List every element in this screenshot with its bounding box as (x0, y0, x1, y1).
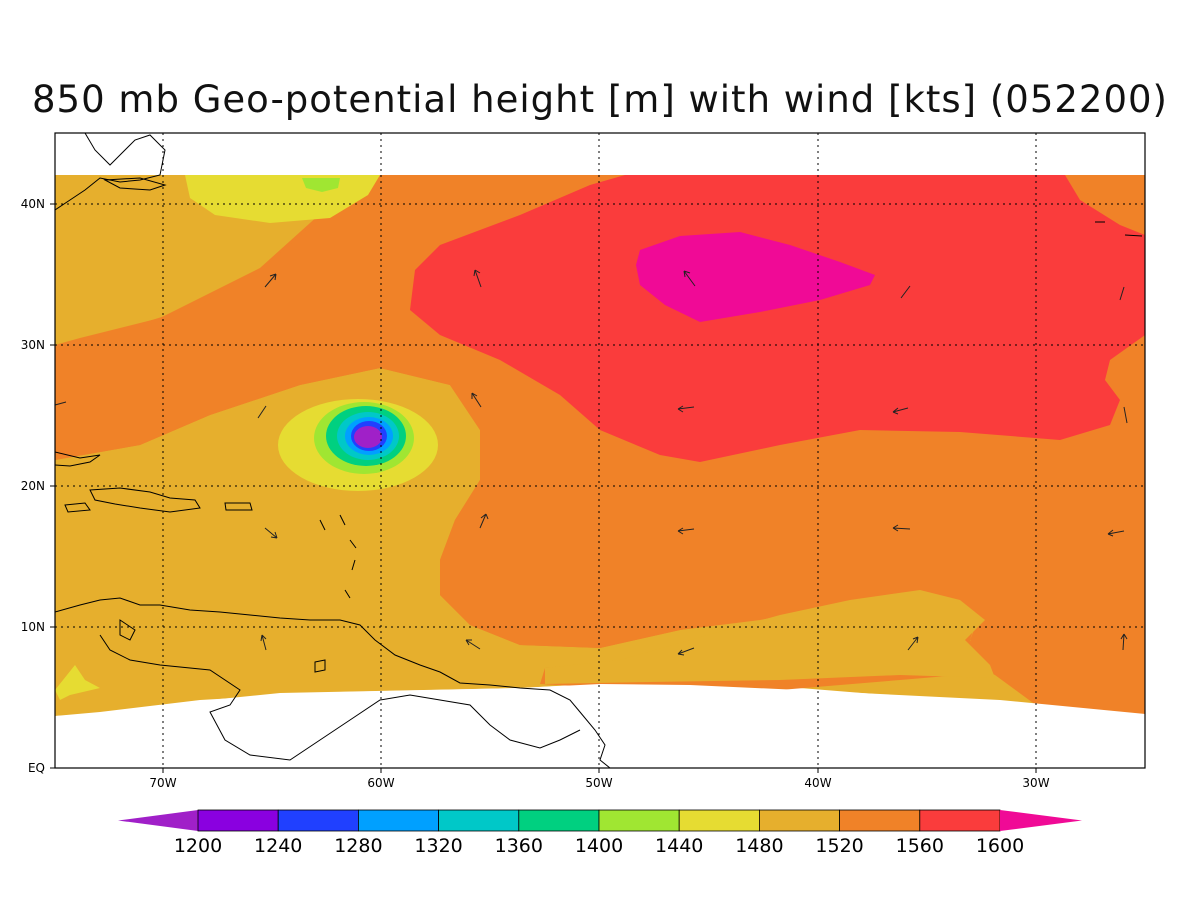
colorbar-arrow-high (1000, 810, 1082, 831)
colorbar-swatch (598, 809, 680, 832)
coastline-maritimes (103, 177, 167, 191)
coastline-lake (119, 619, 136, 641)
colorbar-swatch (357, 809, 439, 832)
lon-label-60w: 60W (367, 776, 394, 790)
wind-arrow (264, 527, 278, 539)
lon-label-30w: 30W (1022, 776, 1049, 790)
colorbar-swatch (919, 809, 1001, 832)
wind-arrow (1107, 529, 1125, 537)
wind-arrow (54, 401, 67, 406)
nodata-south (55, 684, 1145, 768)
colorbar-label: 1480 (735, 835, 783, 857)
height-field (55, 133, 1145, 768)
lat-label-10n: 10N (21, 620, 45, 634)
colorbar-swatch (839, 809, 921, 832)
wind-arrow (257, 405, 267, 419)
colorbar-label: 1440 (655, 835, 703, 857)
coastline-south-america (55, 597, 611, 768)
contour-1520-south (545, 590, 995, 684)
wind-arrow (900, 285, 911, 299)
colorbar-label: 1240 (254, 835, 302, 857)
wind-arrow (677, 527, 695, 535)
wind-arrow (471, 392, 482, 408)
colorbar: 1200 1240 1280 1320 1360 1400 1440 1480 1520 1560… (118, 809, 1082, 857)
wind-arrow (479, 513, 489, 529)
wind-arrow (1123, 406, 1128, 424)
contour-1440-north (302, 178, 340, 192)
lon-label-40w: 40W (804, 776, 831, 790)
coastline-interior (99, 634, 581, 761)
coastline-cuba (55, 451, 101, 467)
colorbar-label: 1560 (896, 835, 944, 857)
colorbar-label: 1600 (976, 835, 1024, 857)
colorbar-label: 1520 (815, 835, 863, 857)
axis-ticks (50, 203, 1037, 773)
lon-label-50w: 50W (585, 776, 612, 790)
wind-arrow (677, 405, 695, 413)
colorbar-label: 1320 (414, 835, 462, 857)
colorbar-swatch (759, 809, 841, 832)
wind-arrow (260, 634, 267, 651)
lat-label-30n: 30N (21, 338, 45, 352)
lat-label-20n: 20N (21, 479, 45, 493)
wind-arrow (683, 270, 696, 287)
wind-arrow (465, 639, 481, 650)
colorbar-swatch (438, 809, 520, 832)
contour-1480-sw (55, 665, 100, 700)
colorbar-arrow-low (118, 810, 198, 831)
contour-1240-low (354, 426, 382, 448)
map-frame (54, 132, 1146, 769)
colorbar-label: 1200 (174, 835, 222, 857)
coastline-azores (1095, 221, 1143, 237)
colorbar-swatch (197, 809, 279, 832)
coastline-hispaniola (89, 487, 201, 513)
lon-label-70w: 70W (149, 776, 176, 790)
gridlines (55, 133, 1145, 768)
colorbar-label: 1360 (495, 835, 543, 857)
coastline-puerto-rico (224, 502, 253, 511)
wind-arrow (264, 273, 277, 288)
colorbar-label: 1400 (575, 835, 623, 857)
colorbar-swatch (277, 809, 359, 832)
wind-arrow (907, 636, 919, 651)
lat-label-eq: EQ (28, 761, 45, 775)
coastline-jamaica (64, 502, 91, 513)
contour-1640 (636, 232, 875, 322)
coastline-lesser-antilles (319, 514, 357, 599)
lat-label-40n: 40N (21, 197, 45, 211)
wind-arrow (677, 647, 695, 656)
wind-vectors (54, 269, 1128, 656)
coastline-north-america (55, 133, 166, 211)
wind-arrow (473, 269, 482, 288)
contour-1600 (410, 175, 1145, 462)
nodata-north (55, 133, 1145, 175)
coastline-trinidad (314, 659, 326, 673)
coastlines (55, 133, 1143, 768)
wind-arrow (892, 407, 909, 415)
chart-title: 850 mb Geo-potential height [m] with win… (32, 78, 1168, 121)
colorbar-swatch (518, 809, 600, 832)
colorbar-label: 1280 (334, 835, 382, 857)
wind-arrow (1120, 633, 1128, 651)
wind-arrow (1119, 286, 1125, 301)
colorbar-swatch (678, 809, 760, 832)
wind-arrow (892, 524, 911, 532)
